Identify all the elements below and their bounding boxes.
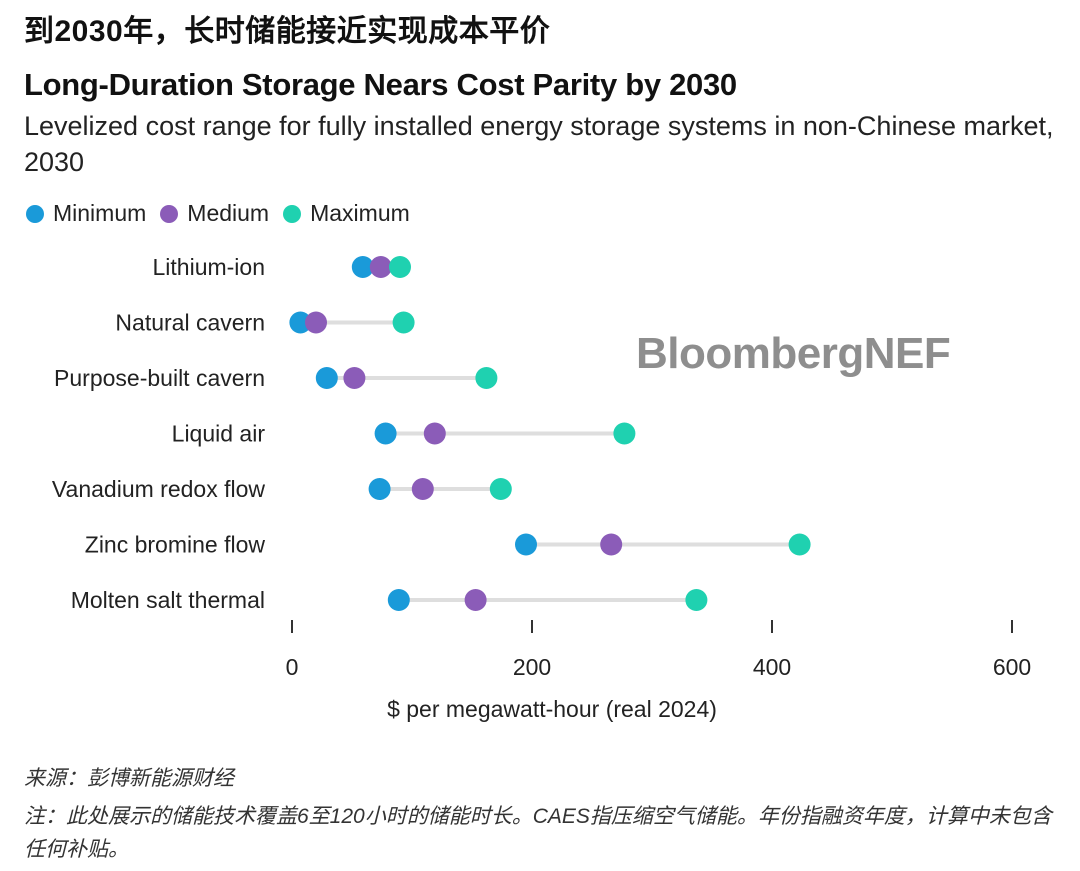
dot-maximum [788, 533, 811, 556]
chart-rows: Lithium-ion Natural cavern Purpose-built c… [52, 254, 811, 613]
chart-row: Vanadium redox flow [52, 476, 512, 502]
dot-medium [411, 478, 434, 500]
chart-row: Liquid air [172, 421, 636, 447]
legend-label-medium: Medium [187, 200, 270, 226]
dot-medium [423, 422, 446, 445]
dot-maximum [392, 311, 415, 334]
dot-medium [343, 367, 366, 389]
legend-swatch-medium [160, 204, 179, 223]
category-label: Zinc bromine flow [85, 532, 266, 558]
chart-title: Long-Duration Storage Nears Cost Parity … [24, 67, 737, 102]
x-axis: 0 200 400 600 $ per megawatt-hour (real 2024… [286, 620, 1031, 722]
dot-medium [369, 256, 392, 278]
legend: Minimum Medium Maximum [26, 200, 424, 227]
dot-minimum [387, 589, 410, 611]
legend-item-minimum: Minimum [26, 200, 146, 227]
dot-medium [305, 311, 327, 334]
chart-subtitle: Levelized cost range for fully installed… [24, 111, 1054, 177]
dot-minimum [315, 367, 338, 389]
dot-medium [600, 533, 623, 556]
chinese-headline: 到2030年，长时储能接近实现成本平价 [24, 15, 551, 48]
legend-swatch-maximum [283, 204, 302, 223]
dot-medium [464, 589, 487, 611]
legend-label-maximum: Maximum [310, 200, 410, 226]
dot-maximum [613, 422, 636, 445]
category-label: Purpose-built cavern [54, 365, 265, 391]
source-note: 来源：彭博新能源财经 [24, 767, 234, 790]
chart-row: Natural cavern [115, 310, 415, 336]
legend-item-medium: Medium [160, 200, 269, 227]
dot-maximum [475, 367, 498, 389]
dot-minimum [515, 533, 537, 556]
x-tick-label: 0 [286, 654, 299, 680]
x-tick-label: 200 [513, 654, 551, 680]
x-tick-label: 400 [753, 654, 791, 680]
footnote: 注：此处展示的储能技术覆盖6至120小时的储能时长。CAES指压缩空气储能。年份… [24, 805, 1052, 861]
chart-row: Zinc bromine flow [85, 532, 811, 558]
dot-minimum [374, 422, 397, 445]
category-label: Molten salt thermal [71, 587, 265, 613]
chart-row: Purpose-built cavern [54, 365, 498, 391]
category-label: Natural cavern [115, 310, 265, 336]
chart-row: Lithium-ion [153, 254, 411, 280]
dot-minimum [368, 478, 391, 500]
dot-maximum [489, 478, 512, 500]
legend-label-minimum: Minimum [53, 200, 147, 226]
bloombergnef-watermark: BloombergNEF [636, 329, 951, 378]
x-axis-title: $ per megawatt-hour (real 2024) [387, 696, 717, 722]
chart-row: Molten salt thermal [71, 587, 708, 613]
legend-swatch-minimum [26, 204, 44, 223]
dot-minimum [289, 311, 312, 334]
dot-maximum [685, 589, 708, 611]
dot-maximum [389, 256, 411, 278]
category-label: Vanadium redox flow [52, 476, 265, 502]
legend-item-maximum: Maximum [283, 200, 410, 227]
x-tick-label: 600 [993, 654, 1031, 680]
category-label: Liquid air [172, 421, 266, 447]
dot-minimum [351, 256, 374, 278]
category-label: Lithium-ion [153, 254, 266, 280]
